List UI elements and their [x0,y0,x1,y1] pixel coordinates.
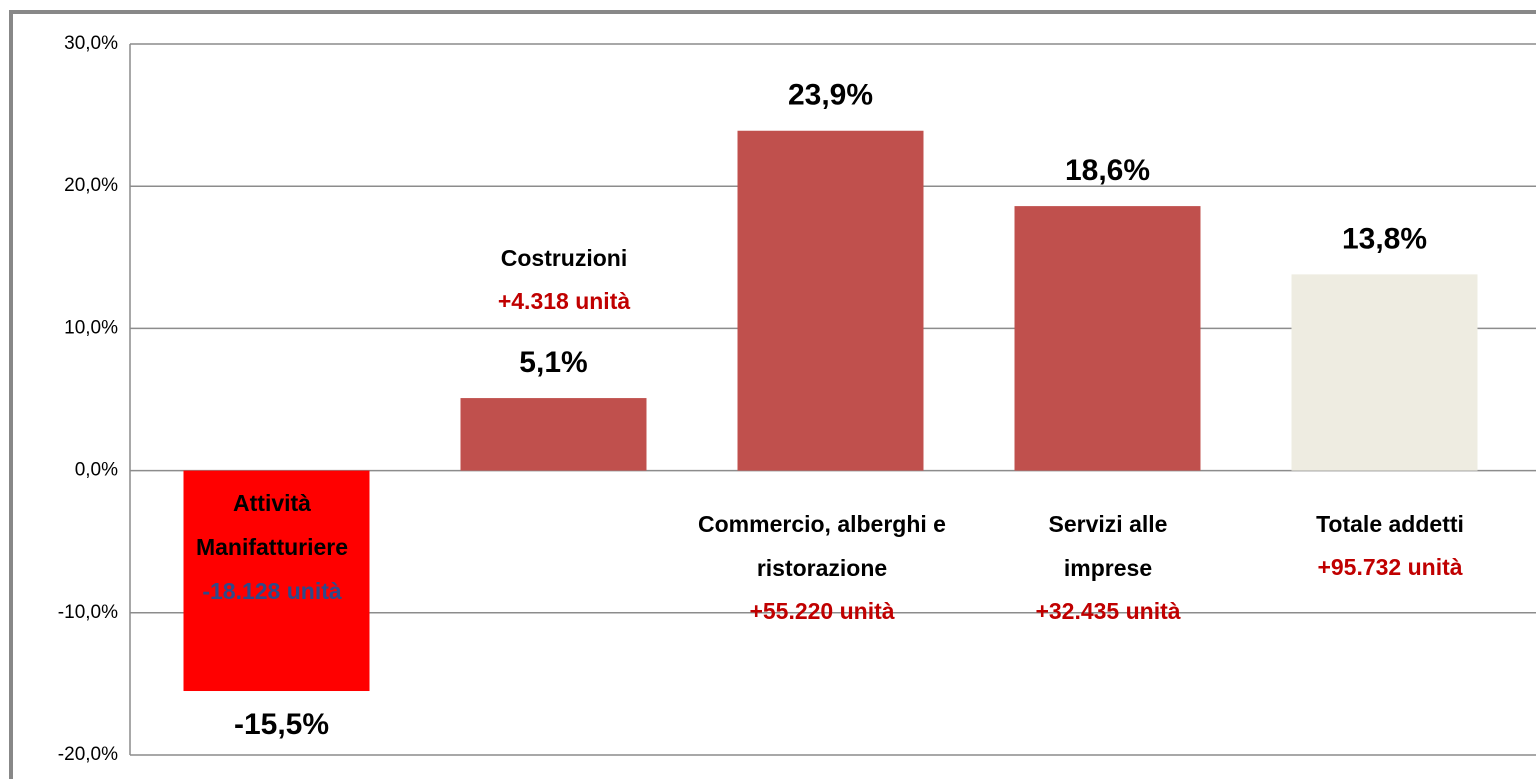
change-label: +4.318 unità [497,288,631,314]
change-label: +95.732 unità [1317,554,1463,580]
y-tick-label: 20,0% [64,175,118,196]
category-label: Totale addetti [1316,511,1464,537]
change-label: -18.128 unità [202,578,342,604]
value-label: 13,8% [1342,222,1427,255]
change-label: +32.435 unità [1035,598,1181,624]
bar [1014,206,1201,471]
chart-frame [9,10,1536,779]
value-label: 23,9% [788,79,873,112]
y-tick-label: 10,0% [64,317,118,338]
y-tick-label: 0,0% [75,460,118,481]
bar [1291,274,1478,471]
category-label: Attività Manifatturiere [195,490,349,560]
bar [460,398,647,471]
value-label: 5,1% [519,346,587,379]
y-tick-label: -20,0% [58,744,118,765]
bar [183,470,370,692]
value-label: -15,5% [234,708,329,741]
category-label: Costruzioni [500,245,628,271]
change-label: +55.220 unità [749,598,895,624]
y-tick-label: -10,0% [58,602,118,623]
value-label: 18,6% [1065,154,1150,187]
category-label: Commercio, alberghi e ristorazione [698,511,946,581]
bar [737,130,924,471]
category-label: Servizi alle imprese [1048,511,1168,581]
y-tick-label: 30,0% [64,33,118,54]
